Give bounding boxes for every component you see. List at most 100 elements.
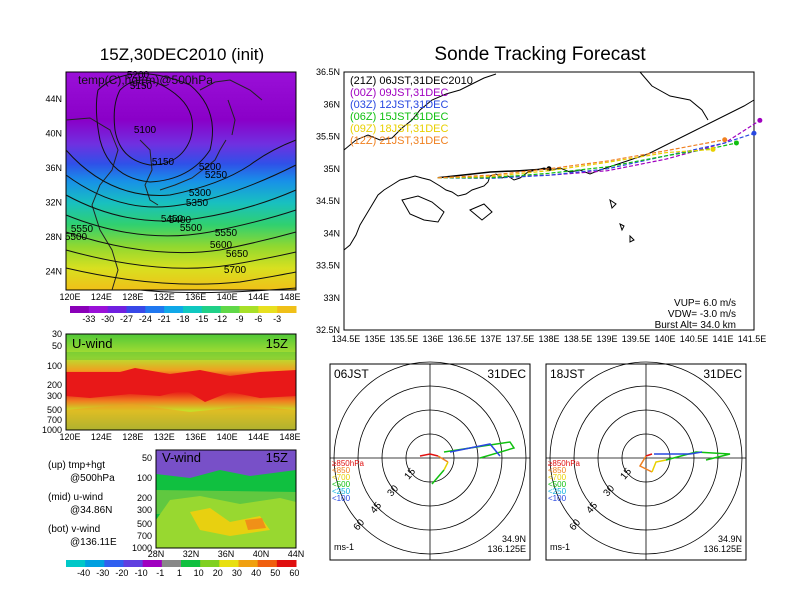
level-legend-entry: <850: [332, 466, 351, 475]
lon-tick-label: 140E: [217, 292, 238, 302]
lon-tick-label: 136E: [422, 334, 443, 344]
lat-tick-label: 44N: [288, 549, 305, 559]
colorbar-swatch: [183, 306, 203, 313]
lon-tick-label: 140E: [654, 334, 675, 344]
lon-tick-label: 144E: [248, 432, 269, 442]
lat-tick-label: 24N: [45, 267, 62, 277]
hodograph-trace: [645, 453, 653, 457]
map-lat-axis: 44N 40N 36N 32N 28N 24N: [45, 94, 62, 277]
lat-tick-label: 34N: [323, 228, 340, 238]
track-legend-entry: (03Z) 12JST,31DEC: [350, 99, 448, 111]
pressure-tick-label: 50: [52, 341, 62, 351]
vwind-label: V-wind: [162, 450, 201, 465]
colorbar-swatch: [201, 306, 222, 313]
colorbar-tick-label: -18: [176, 314, 189, 324]
lon-tick-label: 120E: [59, 292, 80, 302]
lon-tick-label: 134.5E: [332, 334, 361, 344]
vwind-panel: V-wind 15Z: [155, 449, 297, 549]
lat-tick-label: 44N: [45, 94, 62, 104]
track-map: [343, 71, 763, 331]
map-lon-axis: 120E 124E 128E 132E 136E 140E 144E 148E: [59, 292, 300, 302]
colorbar-tick-label: -10: [135, 568, 148, 578]
polar-time-label: 06JST: [334, 367, 369, 381]
hodograph-trace: [665, 451, 731, 461]
lon-tick-label: 124E: [91, 432, 112, 442]
note-sub: @34.86N: [70, 505, 112, 516]
lat-tick-label: 36N: [323, 99, 340, 109]
height-contour: [65, 164, 297, 208]
colorbar-swatch: [104, 560, 124, 567]
lon-tick-label: 148E: [279, 292, 300, 302]
colorbar-tick-label: 20: [213, 568, 223, 578]
burst-point: [757, 117, 763, 123]
burst-point: [733, 140, 739, 146]
lon-tick-label: 135E: [364, 334, 385, 344]
contour-label: 5550: [215, 228, 238, 239]
pressure-tick-label: 700: [47, 415, 62, 425]
colorbar-tick-label: -33: [82, 314, 95, 324]
track-legend-entry: (06Z) 15JST,31DEC: [350, 111, 448, 123]
lon-tick-label: 132E: [154, 292, 175, 302]
lat-tick-label: 32.5N: [316, 325, 340, 335]
hodograph-trace: [449, 443, 501, 457]
lon-tick-label: 141.5E: [738, 334, 767, 344]
contour-label: 5500: [65, 232, 88, 243]
colorbar-tick-label: 30: [232, 568, 242, 578]
lon-tick-label: 136E: [185, 432, 206, 442]
lat-tick-label: 32N: [45, 198, 62, 208]
pressure-tick-label: 500: [137, 519, 152, 529]
pressure-tick-label: 50: [142, 453, 152, 463]
polar-date-label: 31DEC: [487, 367, 526, 381]
contour-label: 5550: [71, 224, 94, 235]
colorbar-tick-label: -27: [120, 314, 133, 324]
lat-tick-label: 36N: [218, 549, 235, 559]
note-title: (bot) v-wind: [48, 524, 100, 535]
contour-label: 5300: [189, 188, 212, 199]
lat-tick-label: 34.5N: [316, 196, 340, 206]
polar-unit: ms-1: [334, 542, 354, 552]
level-legend-entry: <700: [548, 473, 567, 482]
pressure-tick-label: 200: [47, 380, 62, 390]
lon-tick-label: 139E: [596, 334, 617, 344]
colorbar-swatch: [66, 560, 86, 567]
colorbar-tick-label: 60: [289, 568, 299, 578]
contour-label: 5600: [210, 240, 233, 251]
height-contour: [95, 73, 213, 183]
track-line: [437, 132, 755, 180]
sonde-param: VDW= -3.0 m/s: [668, 309, 736, 320]
colorbar-tick-label: 1: [177, 568, 182, 578]
lon-tick-label: 141E: [712, 334, 733, 344]
hodograph-trace: [651, 459, 667, 473]
height-contour: [65, 139, 297, 196]
colorbar-swatch: [142, 560, 163, 567]
lon-tick-label: 140.5E: [680, 334, 709, 344]
height-contour: [139, 287, 297, 294]
contour-label: 5450: [161, 214, 184, 225]
colorbar-tick-label: -21: [158, 314, 171, 324]
contour-label: 5150: [152, 157, 175, 168]
level-legend-entry: <250: [332, 487, 351, 496]
polar-date-label: 31DEC: [703, 367, 742, 381]
lat-tick-label: 33.5N: [316, 261, 340, 271]
lon-tick-label: 128E: [122, 432, 143, 442]
colorbar-tick-label: -6: [254, 314, 262, 324]
hodograph-trace: [437, 455, 449, 463]
level-legend-entry: <100: [548, 494, 567, 503]
lon-tick-label: 138.5E: [564, 334, 593, 344]
pressure-tick-label: 700: [137, 531, 152, 541]
hodograph-trace: [443, 461, 449, 471]
colorbar-swatch: [123, 560, 144, 567]
lon-tick-label: 136.5E: [448, 334, 477, 344]
lat-tick-label: 28N: [148, 549, 165, 559]
colorbar-tick-label: -3: [273, 314, 281, 324]
lon-tick-label: 137.5E: [506, 334, 535, 344]
burst-point: [751, 130, 757, 136]
track-legend: (21Z) 06JST,31DEC2010(00Z) 09JST,31DEC(0…: [350, 75, 473, 147]
level-legend-entry: <850: [548, 466, 567, 475]
contour-label: 5400: [169, 215, 192, 226]
contour-label: 5250: [205, 170, 228, 181]
